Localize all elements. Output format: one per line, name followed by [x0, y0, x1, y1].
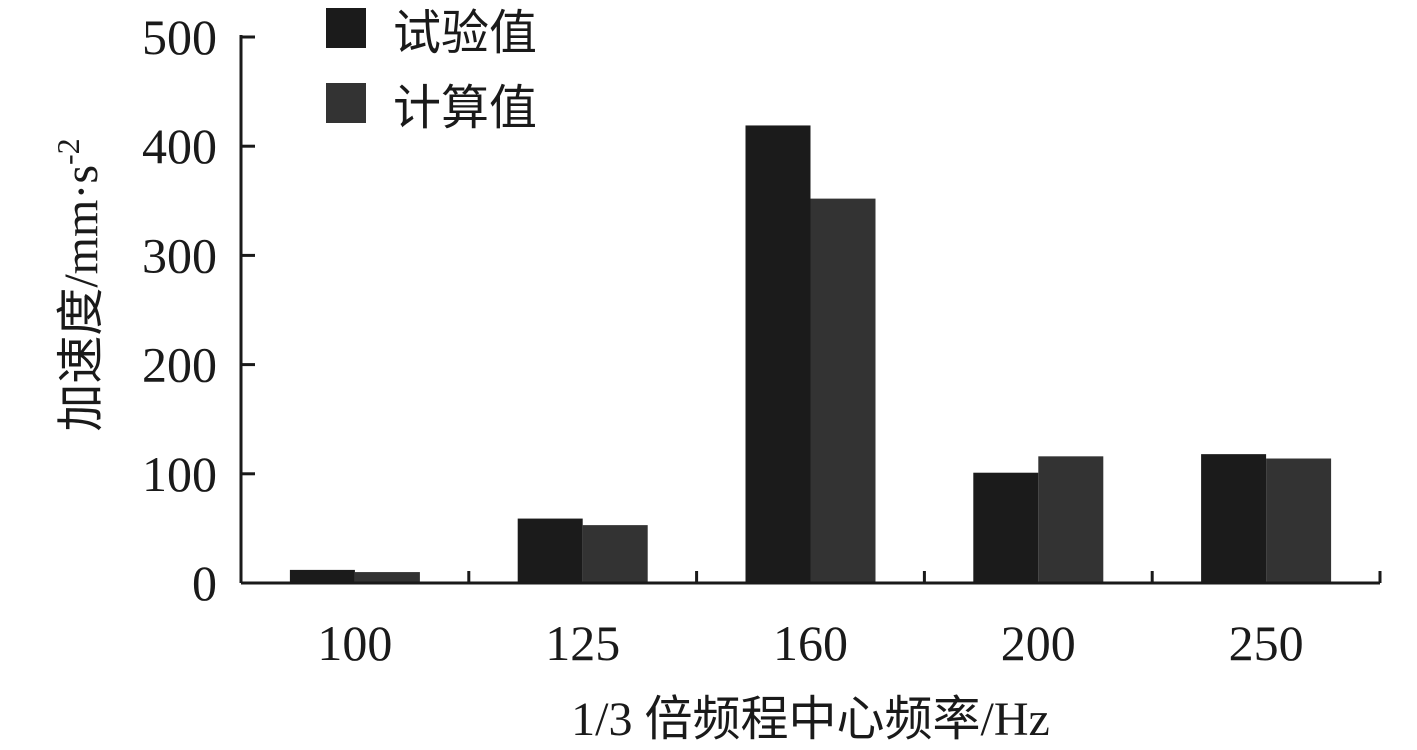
x-ticks-layer: 100 125 160 200 250 [317, 571, 1382, 671]
legend: 试验值 计算值 [326, 7, 537, 135]
y-tick-label: 100 [142, 446, 217, 502]
bar-series-1-100 [289, 569, 355, 583]
legend-swatch-series-1 [326, 8, 366, 48]
bar-series-1-160 [745, 125, 811, 584]
x-tick-label: 125 [545, 615, 620, 671]
y-tick-label: 0 [192, 555, 217, 611]
y-axis-title-superscript: -2 [50, 138, 86, 165]
bar-series-2-125 [582, 525, 648, 583]
x-axis-title: 1/3 倍频程中心频率/Hz [571, 693, 1050, 746]
x-tick-label: 160 [773, 615, 848, 671]
bars-layer [289, 125, 1332, 584]
y-tick-label: 500 [142, 9, 217, 65]
x-tick-label: 250 [1229, 615, 1304, 671]
bar-series-2-250 [1266, 458, 1332, 583]
legend-label-series-2: 计算值 [393, 82, 537, 135]
legend-label-series-1: 试验值 [393, 7, 537, 60]
y-tick-label: 200 [142, 337, 217, 393]
y-tick-label: 300 [142, 227, 217, 283]
axes-layer [239, 35, 1380, 585]
y-axis-title-main: 加速度/mm·s [55, 165, 108, 432]
bar-series-1-200 [973, 472, 1039, 583]
bar-series-1-125 [517, 518, 583, 583]
bar-series-2-100 [354, 572, 420, 583]
y-tick-label: 400 [142, 118, 217, 174]
y-axis-title: 加速度/mm·s-2 [50, 138, 108, 431]
bar-series-2-200 [1038, 456, 1104, 583]
bar-series-2-160 [810, 198, 876, 583]
x-tick-label: 100 [317, 615, 392, 671]
x-tick-label: 200 [1001, 615, 1076, 671]
legend-swatch-series-2 [326, 83, 366, 123]
y-ticks-layer: 0 100 200 300 400 500 [142, 9, 255, 611]
bar-series-1-250 [1201, 454, 1267, 583]
